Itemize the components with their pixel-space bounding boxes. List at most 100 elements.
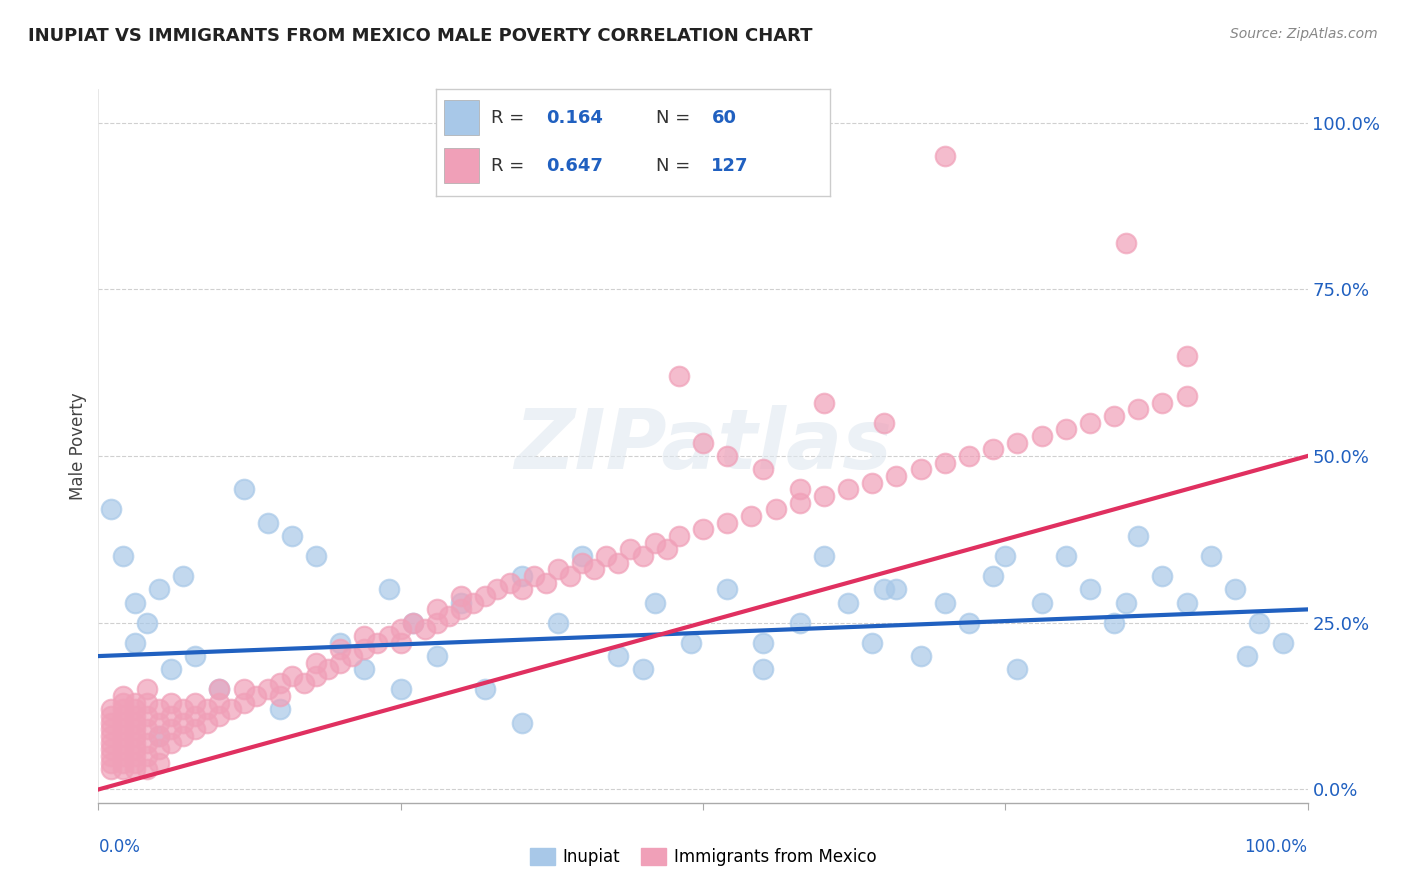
- Point: [789, 615, 811, 630]
- Point: [789, 483, 811, 497]
- Point: [450, 596, 472, 610]
- Point: [100, 709, 122, 723]
- Point: [124, 742, 146, 756]
- Point: [910, 462, 932, 476]
- Point: [437, 609, 460, 624]
- Point: [305, 669, 328, 683]
- Point: [100, 749, 122, 764]
- Point: [474, 589, 496, 603]
- Point: [184, 723, 207, 737]
- Point: [389, 682, 412, 697]
- Point: [195, 715, 218, 730]
- Point: [510, 715, 533, 730]
- Point: [100, 736, 122, 750]
- Point: [184, 649, 207, 664]
- Point: [111, 702, 134, 716]
- Point: [124, 729, 146, 743]
- Point: [558, 569, 581, 583]
- Text: N =: N =: [657, 109, 696, 127]
- Point: [256, 516, 278, 530]
- Point: [148, 729, 170, 743]
- Point: [1115, 596, 1137, 610]
- Point: [111, 715, 134, 730]
- Point: [571, 549, 593, 563]
- Point: [124, 696, 146, 710]
- Point: [208, 682, 231, 697]
- Point: [679, 636, 702, 650]
- Point: [860, 475, 883, 490]
- Point: [124, 756, 146, 770]
- Point: [148, 742, 170, 756]
- Point: [245, 689, 267, 703]
- Bar: [444, 148, 479, 184]
- Text: 100.0%: 100.0%: [1244, 838, 1308, 856]
- Point: [353, 629, 375, 643]
- Point: [353, 662, 375, 676]
- Point: [934, 456, 956, 470]
- Point: [100, 702, 122, 716]
- Point: [316, 662, 339, 676]
- Point: [1031, 596, 1053, 610]
- Text: 60: 60: [711, 109, 737, 127]
- Point: [957, 615, 980, 630]
- Point: [981, 569, 1004, 583]
- Point: [1115, 235, 1137, 250]
- Text: 127: 127: [711, 157, 749, 175]
- Point: [100, 742, 122, 756]
- Point: [934, 149, 956, 163]
- Point: [232, 682, 254, 697]
- Point: [1102, 615, 1125, 630]
- Point: [607, 556, 630, 570]
- Point: [124, 636, 146, 650]
- Point: [426, 649, 449, 664]
- Bar: [444, 100, 479, 136]
- Point: [873, 416, 896, 430]
- Point: [1236, 649, 1258, 664]
- Text: Source: ZipAtlas.com: Source: ZipAtlas.com: [1230, 27, 1378, 41]
- Point: [1152, 569, 1174, 583]
- Point: [752, 462, 775, 476]
- Point: [389, 636, 412, 650]
- Point: [1128, 529, 1150, 543]
- Point: [595, 549, 617, 563]
- Point: [100, 502, 122, 516]
- Point: [619, 542, 641, 557]
- Point: [510, 582, 533, 597]
- Point: [111, 763, 134, 777]
- Point: [135, 763, 157, 777]
- Point: [281, 669, 304, 683]
- Point: [160, 736, 183, 750]
- Point: [668, 368, 690, 383]
- Point: [269, 689, 291, 703]
- Point: [124, 749, 146, 764]
- Point: [269, 702, 291, 716]
- Point: [813, 395, 835, 409]
- Point: [124, 723, 146, 737]
- Text: INUPIAT VS IMMIGRANTS FROM MEXICO MALE POVERTY CORRELATION CHART: INUPIAT VS IMMIGRANTS FROM MEXICO MALE P…: [28, 27, 813, 45]
- Point: [172, 702, 194, 716]
- Point: [269, 675, 291, 690]
- Point: [1054, 549, 1077, 563]
- Point: [111, 749, 134, 764]
- Point: [281, 529, 304, 543]
- Point: [135, 696, 157, 710]
- Point: [100, 756, 122, 770]
- Point: [135, 709, 157, 723]
- Point: [111, 549, 134, 563]
- Point: [329, 642, 352, 657]
- Point: [957, 449, 980, 463]
- Point: [366, 636, 388, 650]
- Point: [716, 449, 738, 463]
- Point: [873, 582, 896, 597]
- Point: [208, 696, 231, 710]
- Point: [994, 549, 1017, 563]
- Point: [1175, 389, 1198, 403]
- Point: [1031, 429, 1053, 443]
- Point: [426, 602, 449, 616]
- Point: [124, 702, 146, 716]
- Point: [208, 709, 231, 723]
- Point: [160, 709, 183, 723]
- Point: [305, 549, 328, 563]
- Point: [148, 582, 170, 597]
- Point: [172, 729, 194, 743]
